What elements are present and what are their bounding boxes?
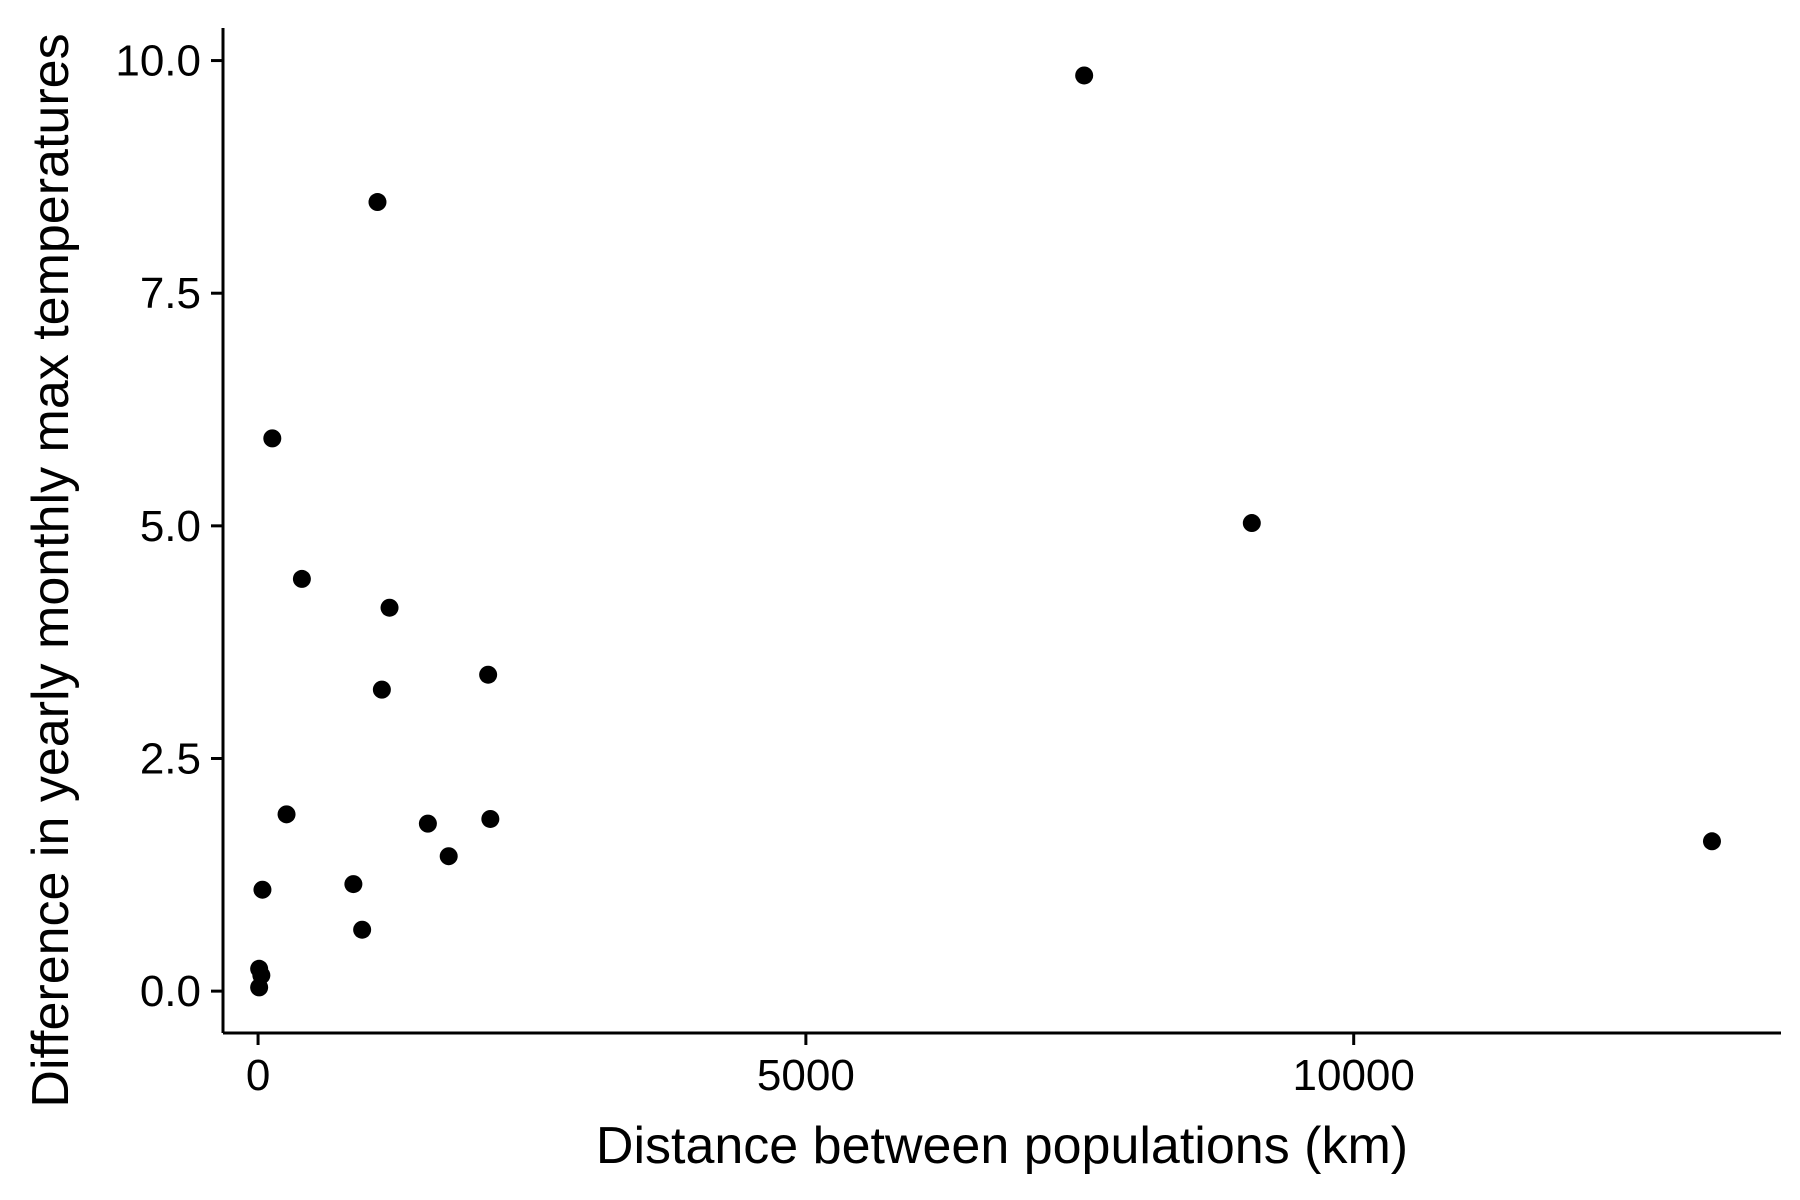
y-tick-label: 7.5	[140, 269, 201, 318]
data-point	[250, 978, 269, 997]
data-point	[479, 665, 498, 684]
data-point	[353, 920, 372, 939]
data-point	[481, 809, 500, 828]
data-point	[380, 598, 399, 617]
data-point	[277, 805, 296, 824]
y-tick-label: 10.0	[115, 37, 201, 86]
data-points	[250, 66, 1721, 997]
data-point	[439, 847, 458, 866]
data-point	[1242, 514, 1261, 533]
data-point	[368, 193, 387, 212]
data-point	[344, 875, 363, 894]
data-point	[418, 814, 437, 833]
y-axis-title: Difference in yearly monthly max tempera…	[22, 33, 80, 1107]
data-point	[253, 880, 272, 899]
data-point	[1075, 66, 1094, 85]
data-point	[292, 569, 311, 588]
y-tick-label: 2.5	[140, 734, 201, 783]
data-point	[372, 680, 391, 699]
x-axis-ticks: 0 5000 10000	[246, 1033, 1415, 1100]
data-point	[1702, 832, 1721, 851]
x-axis-title: Distance between populations (km)	[596, 1117, 1408, 1175]
y-tick-label: 0.0	[140, 967, 201, 1016]
data-point	[263, 429, 282, 448]
y-tick-label: 5.0	[140, 502, 201, 551]
x-tick-label: 10000	[1293, 1051, 1415, 1100]
x-tick-label: 5000	[757, 1051, 855, 1100]
x-tick-label: 0	[246, 1051, 270, 1100]
y-axis-ticks: 0.0 2.5 5.0 7.5 10.0	[115, 37, 223, 1016]
